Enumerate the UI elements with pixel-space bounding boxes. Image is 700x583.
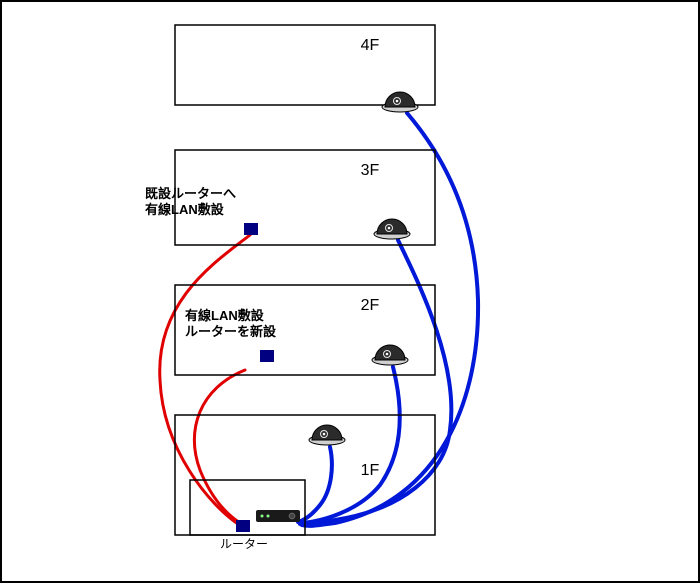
cable-blue-3f (300, 240, 451, 524)
nvr-led (267, 515, 270, 518)
floor-label-1f: 1F (361, 462, 380, 479)
nvr-led (261, 515, 264, 518)
cable-red-2f (194, 370, 245, 523)
camera-icon (372, 345, 408, 365)
floor-label-4f: 4F (361, 37, 380, 54)
port-1f (236, 520, 250, 532)
camera-icon (309, 425, 345, 445)
annotations-layer: 既設ルーターへ有線LAN敷設有線LAN敷設ルーターを新設 (145, 186, 277, 339)
network-diagram: 4F3F2F1F ルーター 既設ルーターへ有線LAN敷設有線LAN敷設ルーターを… (0, 0, 700, 583)
annot-3f-line1: 有線LAN敷設 (145, 202, 225, 217)
ports-layer (236, 223, 274, 532)
annot-2f-line1: ルーターを新設 (185, 324, 277, 339)
camera-icon (382, 92, 418, 112)
cable-blue-1f (298, 447, 332, 522)
annot-3f-line0: 既設ルーターへ (145, 186, 236, 201)
floor-label-3f: 3F (361, 162, 380, 179)
nvr-drive-icon (289, 513, 295, 519)
router-label: ルーター (220, 537, 268, 551)
annot-2f-line0: 有線LAN敷設 (185, 308, 265, 323)
port-2f (260, 350, 274, 362)
port-3f (244, 223, 258, 235)
cable-blue-2f (300, 367, 400, 523)
floor-label-2f: 2F (361, 297, 380, 314)
cameras-layer (309, 92, 418, 445)
camera-icon (374, 219, 410, 239)
